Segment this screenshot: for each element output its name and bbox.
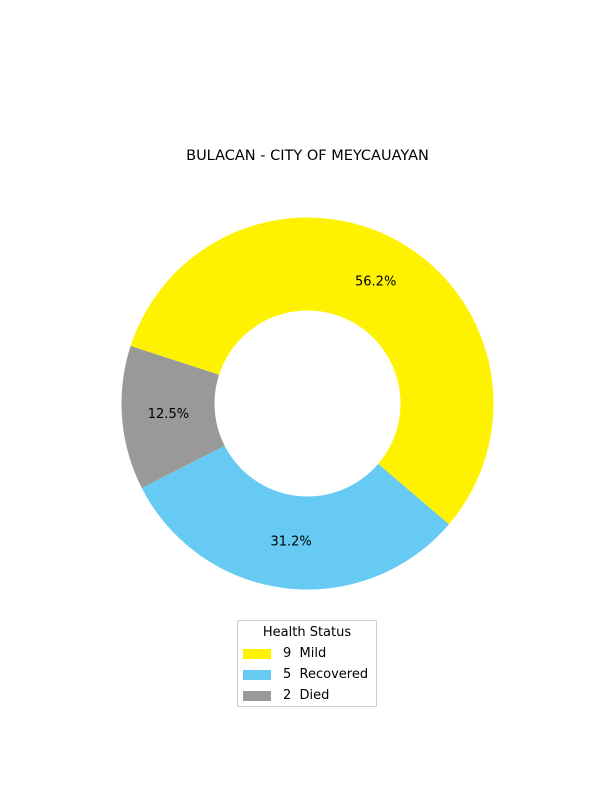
slice-label-died: 12.5%	[148, 407, 189, 422]
legend-swatch-recovered	[243, 669, 271, 680]
slice-label-recovered: 31.2%	[270, 535, 311, 550]
legend-item-recovered: 5 Recovered	[238, 664, 376, 685]
slice-label-mild: 56.2%	[355, 274, 396, 289]
legend: Health Status 9 Mild 5 Recovered 2 Died	[237, 620, 377, 707]
legend-title: Health Status	[262, 625, 352, 640]
slice-died	[121, 346, 225, 488]
legend-label-mild: 9 Mild	[283, 646, 327, 661]
legend-item-died: 2 Died	[238, 685, 376, 706]
legend-label-recovered: 5 Recovered	[283, 667, 369, 682]
legend-item-mild: 9 Mild	[238, 643, 376, 664]
legend-swatch-died	[243, 690, 271, 701]
chart-title: BULACAN - CITY OF MEYCAUAYAN	[186, 148, 429, 164]
slice-mild	[130, 217, 494, 525]
slice-recovered	[141, 445, 449, 590]
legend-swatch-mild	[243, 648, 271, 659]
legend-label-died: 2 Died	[283, 688, 330, 703]
